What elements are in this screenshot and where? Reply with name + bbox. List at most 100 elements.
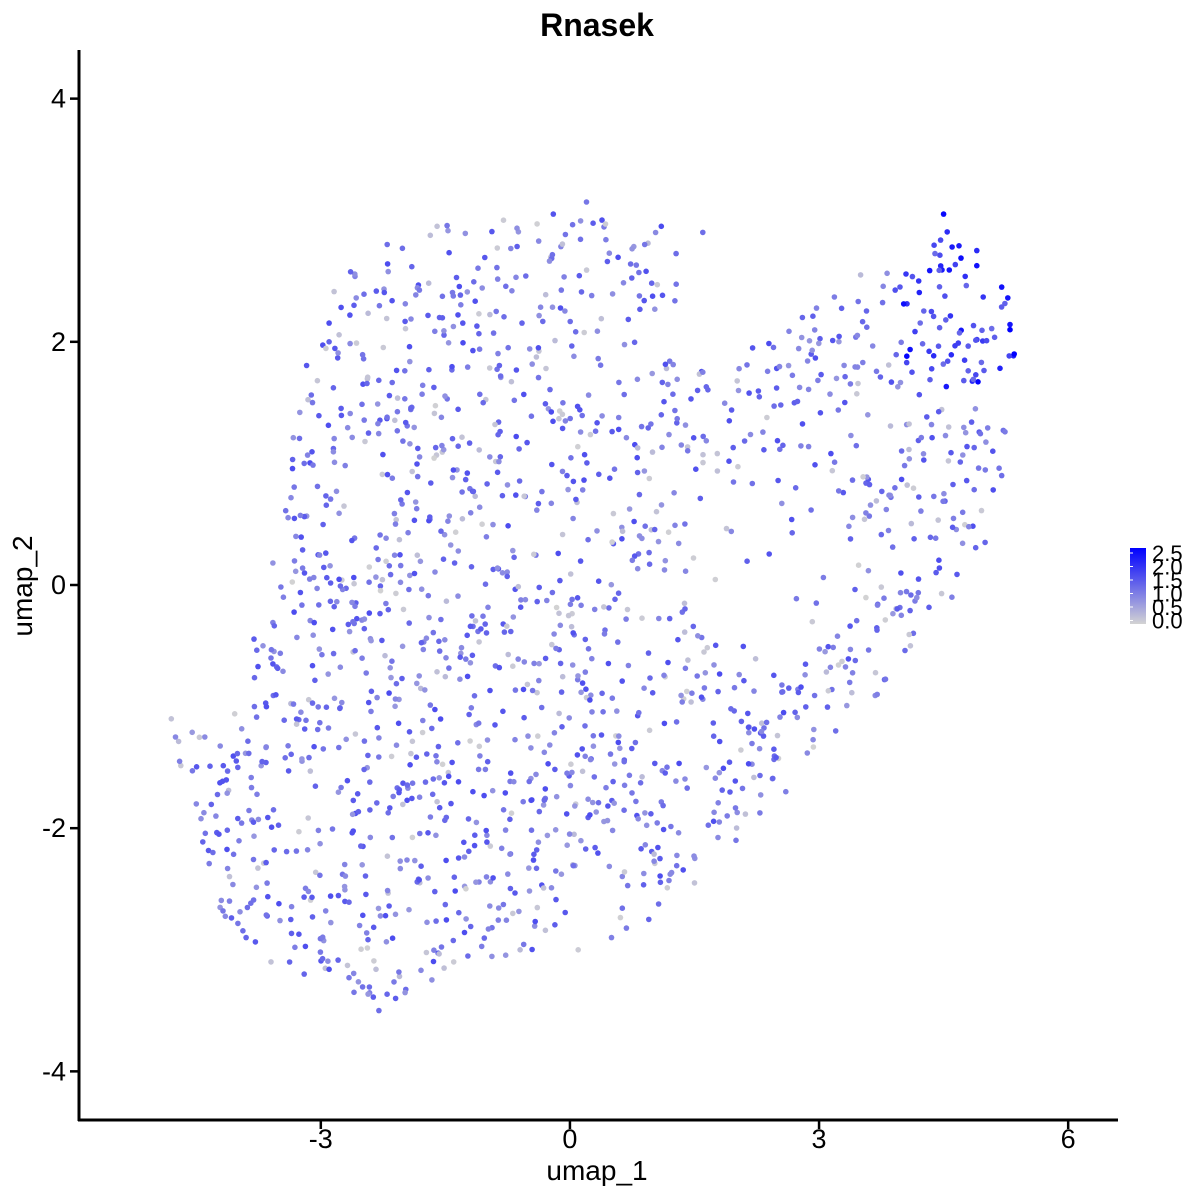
cell-point	[904, 353, 910, 360]
cell-point	[678, 692, 684, 699]
cell-point	[392, 911, 399, 918]
cell-point	[469, 652, 476, 659]
cell-point	[326, 966, 332, 973]
cell-point	[487, 903, 493, 909]
cell-point	[402, 318, 408, 325]
cell-point	[504, 482, 511, 488]
cell-point	[361, 291, 367, 298]
cell-point	[720, 765, 727, 772]
cell-point	[341, 503, 347, 509]
cell-point	[533, 865, 540, 872]
cell-point	[375, 556, 381, 563]
cell-point	[616, 733, 622, 739]
cell-point	[909, 273, 916, 280]
cell-point	[456, 283, 463, 290]
cell-point	[338, 405, 344, 412]
cell-point	[353, 340, 360, 346]
cell-point	[481, 935, 488, 941]
cell-point	[467, 623, 474, 630]
cell-point	[755, 388, 762, 394]
cell-point	[386, 903, 392, 909]
cell-point	[741, 438, 748, 444]
cell-point	[323, 345, 329, 352]
cell-point	[688, 396, 694, 402]
cell-point	[220, 908, 226, 914]
x-tick-label: -3	[309, 1124, 333, 1154]
cell-point	[838, 305, 845, 312]
cell-point	[671, 490, 677, 496]
cell-point	[450, 323, 457, 330]
x-tick-label: 6	[1061, 1124, 1076, 1154]
cell-point	[568, 761, 574, 767]
cell-point	[296, 435, 303, 442]
cell-point	[436, 638, 442, 645]
cell-point	[952, 261, 959, 268]
cell-point	[719, 787, 725, 793]
cell-point	[582, 636, 589, 643]
cell-point	[445, 773, 452, 780]
cell-point	[352, 271, 358, 277]
cell-point	[624, 882, 631, 889]
cell-point	[359, 351, 366, 358]
cell-point	[289, 456, 296, 463]
cell-point	[835, 488, 842, 494]
cell-point	[420, 646, 427, 653]
cell-point	[404, 782, 411, 788]
cell-point	[578, 689, 584, 696]
cell-point	[970, 322, 977, 329]
cell-point	[575, 443, 581, 450]
cell-point	[331, 288, 337, 295]
cell-point	[218, 897, 225, 904]
cell-point	[971, 444, 977, 451]
cell-point	[852, 586, 858, 593]
cell-point	[546, 258, 553, 264]
cell-point	[700, 229, 706, 236]
cell-point	[654, 281, 661, 288]
cell-point	[475, 265, 481, 272]
cell-point	[442, 817, 448, 824]
cell-point	[962, 429, 969, 436]
cell-point	[943, 383, 950, 390]
cell-point	[585, 536, 591, 543]
cell-point	[316, 552, 323, 558]
cell-point	[674, 415, 680, 422]
cell-point	[610, 778, 616, 785]
cell-point	[428, 480, 434, 486]
cell-point	[746, 390, 752, 396]
cell-point	[909, 369, 915, 376]
cell-point	[193, 764, 200, 770]
cell-point	[351, 302, 357, 309]
cell-point	[526, 778, 532, 785]
cell-point	[974, 247, 980, 254]
cell-point	[629, 745, 635, 752]
cell-point	[513, 492, 519, 498]
cell-point	[965, 368, 971, 374]
cell-point	[881, 595, 887, 601]
cell-point	[724, 813, 730, 819]
cell-point	[674, 420, 680, 426]
cell-point	[632, 739, 639, 746]
cell-point	[305, 696, 312, 703]
cell-point	[291, 484, 298, 490]
cell-point	[549, 251, 556, 258]
cell-point	[178, 762, 184, 769]
cell-point	[400, 801, 406, 808]
cell-point	[376, 735, 382, 741]
cell-point	[374, 800, 380, 806]
cell-point	[829, 337, 836, 344]
cell-point	[788, 516, 795, 523]
cell-point	[565, 486, 571, 493]
cell-point	[547, 742, 553, 748]
cell-point	[394, 428, 401, 434]
cell-point	[487, 454, 493, 460]
cell-point	[363, 930, 370, 936]
cell-point	[545, 761, 551, 767]
cell-point	[337, 664, 344, 670]
cell-point	[579, 768, 586, 775]
cell-point	[434, 759, 440, 765]
cell-point	[682, 521, 688, 527]
cell-point	[521, 714, 527, 721]
cell-point	[343, 736, 350, 743]
cell-point	[639, 535, 645, 542]
cell-point	[521, 659, 528, 665]
